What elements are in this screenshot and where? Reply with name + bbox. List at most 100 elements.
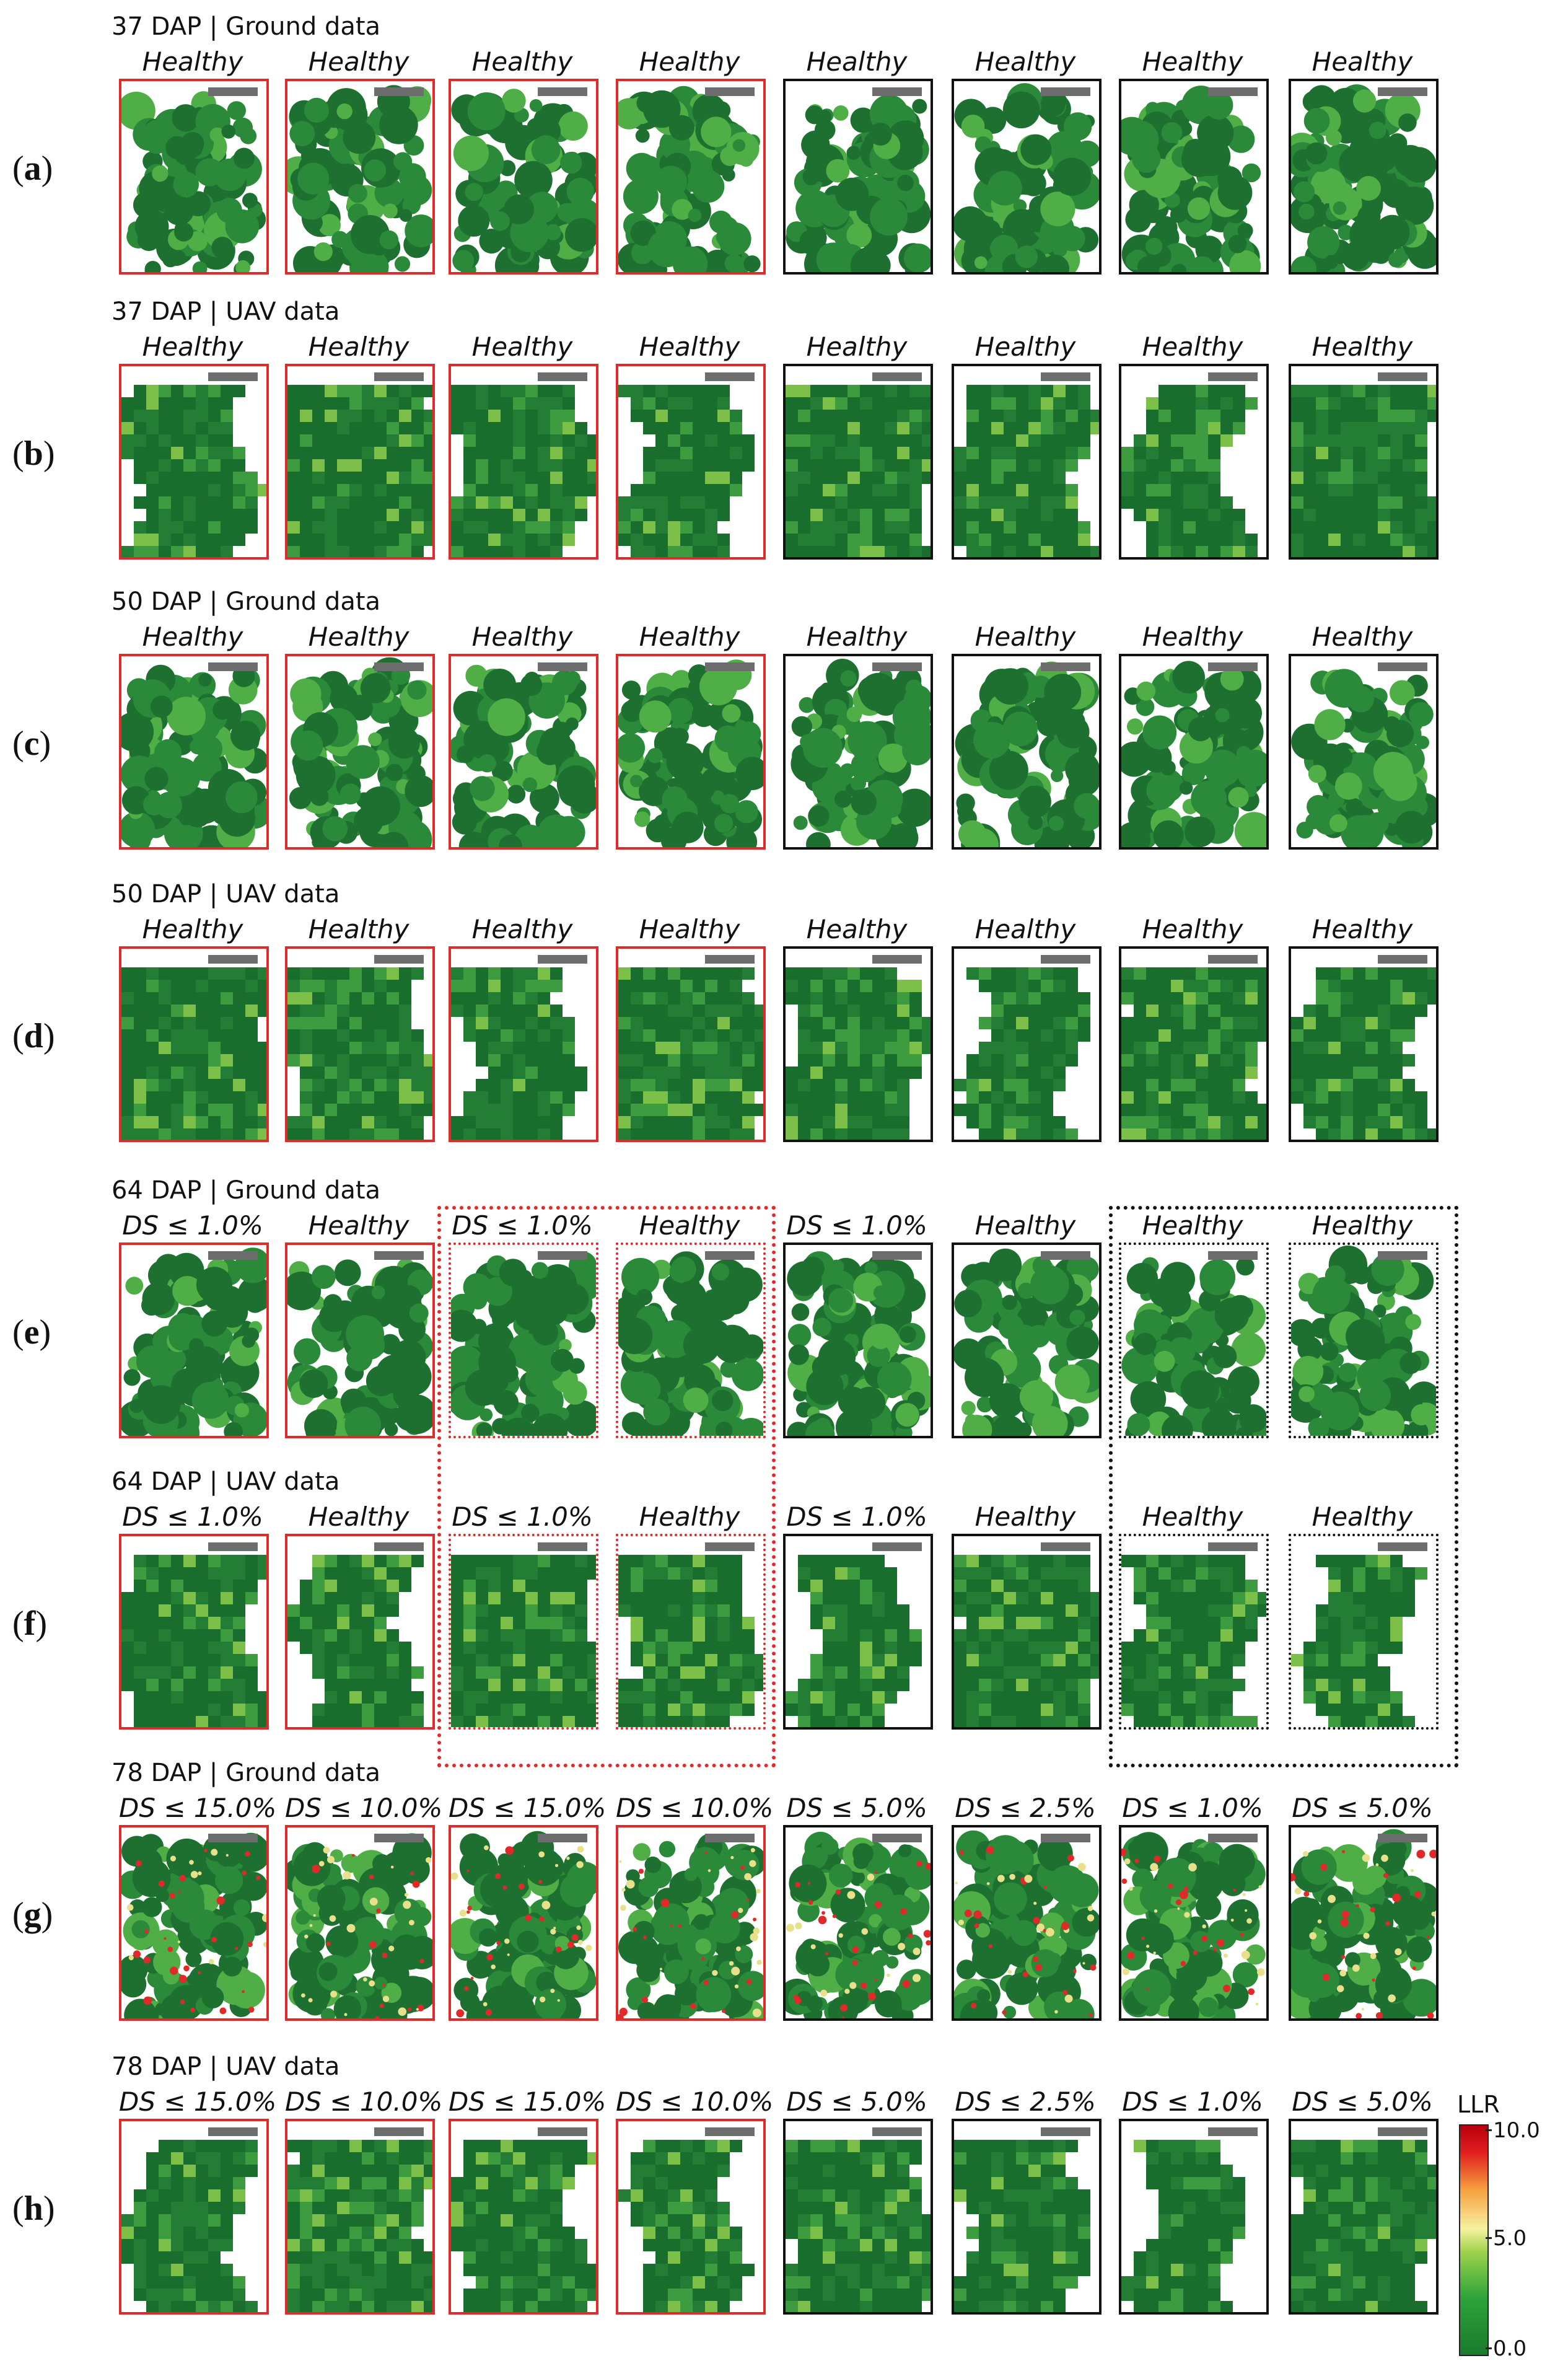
- scale-bar: [538, 2127, 587, 2136]
- plot-status-label: Healthy: [142, 332, 243, 362]
- plot-status-label: DS ≤ 5.0%: [1292, 2087, 1433, 2117]
- scale-bar: [1378, 955, 1427, 964]
- scale-bar: [1208, 1834, 1258, 1842]
- scale-bar: [872, 662, 922, 671]
- plot-image: [285, 1825, 435, 2021]
- plot-status-label: DS ≤ 2.5%: [955, 2087, 1096, 2117]
- group-box-black: [1109, 1206, 1458, 1767]
- plot-status-label: DS ≤ 5.0%: [786, 1793, 927, 1823]
- plot-status-label: Healthy: [471, 332, 573, 362]
- scale-bar: [538, 1542, 587, 1551]
- scale-bar: [1378, 87, 1427, 96]
- scale-bar: [538, 372, 587, 381]
- plot-status-label: DS ≤ 2.5%: [955, 1793, 1096, 1823]
- plot-image: [119, 946, 269, 1142]
- plot-image: [449, 364, 598, 560]
- panel-letter-text: d: [24, 1017, 43, 1055]
- plot-status-label: DS ≤ 15.0%: [449, 1793, 607, 1823]
- plot-status-label: Healthy: [1142, 46, 1243, 77]
- plot-status-label: Healthy: [639, 1502, 740, 1532]
- row-title: 78 DAP | Ground data: [112, 1759, 381, 1787]
- panel-letter: (a): [12, 149, 53, 188]
- plot-image: [952, 1825, 1102, 2021]
- plot-image: [285, 654, 435, 850]
- scale-bar: [1378, 2127, 1427, 2136]
- scale-bar: [872, 1542, 922, 1551]
- plot-image: [616, 1242, 766, 1438]
- panel-letter-text: f: [24, 1604, 36, 1643]
- plot-status-label: DS ≤ 15.0%: [119, 1793, 277, 1823]
- panel-letter-text: g: [24, 1896, 42, 1934]
- group-box-red: [437, 1206, 776, 1767]
- plot-image: [285, 2119, 435, 2315]
- plot-image: [119, 364, 269, 560]
- plot-status-label: Healthy: [1312, 1502, 1413, 1532]
- panel-letter-text: h: [24, 2189, 43, 2228]
- scale-bar: [1378, 1542, 1427, 1551]
- scale-bar: [538, 955, 587, 964]
- plot-status-label: DS ≤ 10.0%: [616, 1793, 774, 1823]
- scale-bar: [538, 1834, 587, 1842]
- plot-image: [1119, 1534, 1269, 1730]
- row-title: 64 DAP | Ground data: [112, 1176, 381, 1205]
- panel-letter: (h): [12, 2189, 55, 2228]
- plot-image: [952, 364, 1102, 560]
- plot-status-label: Healthy: [1142, 1502, 1243, 1532]
- scale-bar: [538, 87, 587, 96]
- panel-letter: (b): [12, 434, 55, 473]
- panel-letter: (f): [12, 1604, 47, 1643]
- plot-image: [1119, 1242, 1269, 1438]
- plot-status-label: Healthy: [975, 1210, 1076, 1241]
- scale-bar: [705, 955, 755, 964]
- panel-letter-text: e: [24, 1313, 40, 1352]
- plot-status-label: Healthy: [639, 914, 740, 944]
- plot-image: [952, 79, 1102, 275]
- plot-image: [952, 1534, 1102, 1730]
- plot-image: [952, 946, 1102, 1142]
- llr-colorbar: [1459, 2124, 1489, 2356]
- scale-bar: [1208, 662, 1258, 671]
- plot-status-label: DS ≤ 15.0%: [449, 2087, 607, 2117]
- scale-bar: [374, 955, 424, 964]
- plot-status-label: Healthy: [1312, 332, 1413, 362]
- plot-image: [119, 1534, 269, 1730]
- plot-image: [616, 1534, 766, 1730]
- plot-image: [119, 654, 269, 850]
- plot-status-label: DS ≤ 1.0%: [786, 1502, 927, 1532]
- plot-image: [616, 946, 766, 1142]
- panel-letter: (e): [12, 1313, 51, 1352]
- plot-image: [449, 1534, 598, 1730]
- plot-status-label: DS ≤ 10.0%: [285, 1793, 443, 1823]
- plot-image: [449, 946, 598, 1142]
- plot-image: [285, 79, 435, 275]
- scale-bar: [1378, 372, 1427, 381]
- plot-status-label: DS ≤ 5.0%: [786, 2087, 927, 2117]
- plot-status-label: Healthy: [975, 914, 1076, 944]
- scale-bar: [208, 662, 258, 671]
- row-title: 50 DAP | UAV data: [112, 880, 340, 908]
- scale-bar: [1378, 1251, 1427, 1260]
- plot-image: [783, 1825, 933, 2021]
- scale-bar: [374, 2127, 424, 2136]
- scale-bar: [705, 87, 755, 96]
- plot-status-label: Healthy: [806, 914, 908, 944]
- panel-letter-text: b: [24, 434, 43, 473]
- plot-status-label: DS ≤ 1.0%: [1122, 2087, 1263, 2117]
- plot-image: [449, 1242, 598, 1438]
- plot-status-label: Healthy: [308, 1502, 410, 1532]
- plot-status-label: Healthy: [142, 914, 243, 944]
- plot-image: [1289, 946, 1439, 1142]
- plot-image: [616, 1825, 766, 2021]
- plot-image: [449, 2119, 598, 2315]
- plot-image: [449, 654, 598, 850]
- plot-status-label: Healthy: [639, 1210, 740, 1241]
- plot-status-label: Healthy: [142, 46, 243, 77]
- colorbar-tick-mid: 5.0: [1485, 2226, 1527, 2251]
- plot-status-label: Healthy: [806, 332, 908, 362]
- plot-image: [952, 1242, 1102, 1438]
- scale-bar: [1208, 87, 1258, 96]
- plot-status-label: Healthy: [142, 622, 243, 652]
- scale-bar: [1041, 87, 1090, 96]
- plot-status-label: DS ≤ 1.0%: [452, 1210, 593, 1241]
- plot-status-label: Healthy: [471, 46, 573, 77]
